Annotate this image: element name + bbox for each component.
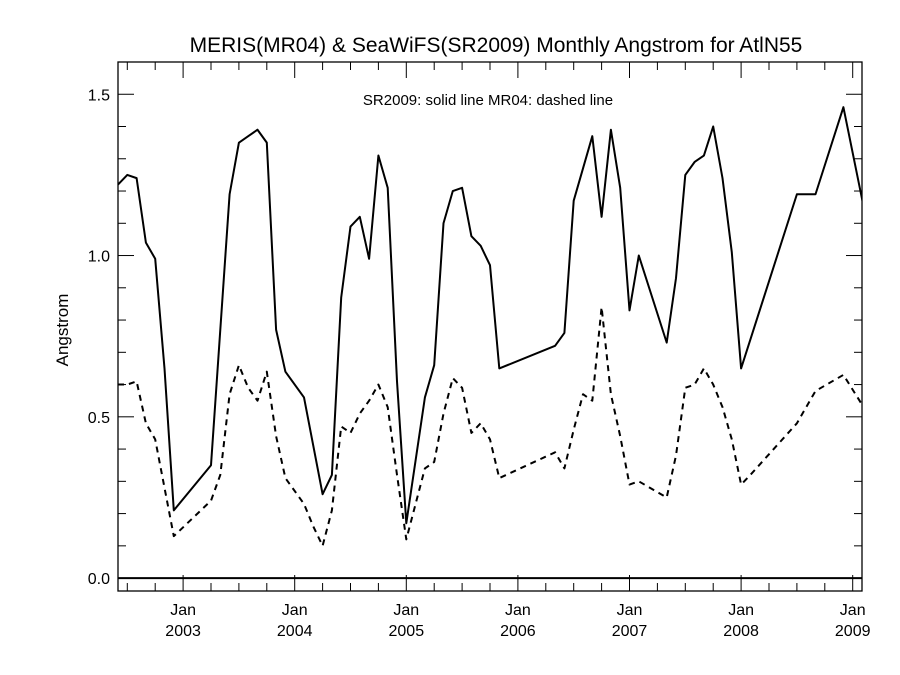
x-tick-month-label: Jan [170,602,196,619]
x-tick-month-label: Jan [505,602,531,619]
x-tick-year-label: 2003 [165,623,201,640]
x-tick-month-label: Jan [840,602,866,619]
x-tick-month-label: Jan [728,602,754,619]
series-line-mr04 [118,306,862,547]
y-tick-label: 0.5 [88,410,110,427]
plot-area: 0.0 0.5 1.0 1.5 Jan 2003 Jan 2004 Jan 2005 Jan 2006… [88,61,871,640]
x-tick-year-label: 2004 [277,623,313,640]
x-tick-year-label: 2008 [723,623,759,640]
x-tick-year-label: 2005 [389,623,425,640]
y-tick-label: 0.0 [88,571,110,588]
x-tick-month-label: Jan [393,602,419,619]
x-tick-month-label: Jan [617,602,643,619]
plot-frame [117,61,863,592]
x-tick-year-label: 2007 [612,623,648,640]
y-tick-label: 1.5 [88,87,110,104]
y-tick-label: 1.0 [88,249,110,266]
series-line-sr2009 [118,106,862,525]
x-tick-year-label: 2009 [835,623,871,640]
x-tick-year-label: 2006 [500,623,536,640]
chart-title: MERIS(MR04) & SeaWiFS(SR2009) Monthly An… [190,34,803,57]
x-tick-month-label: Jan [282,602,308,619]
y-axis-label: Angstrom [53,294,72,367]
legend-annotation: SR2009: solid line MR04: dashed line [363,92,613,109]
